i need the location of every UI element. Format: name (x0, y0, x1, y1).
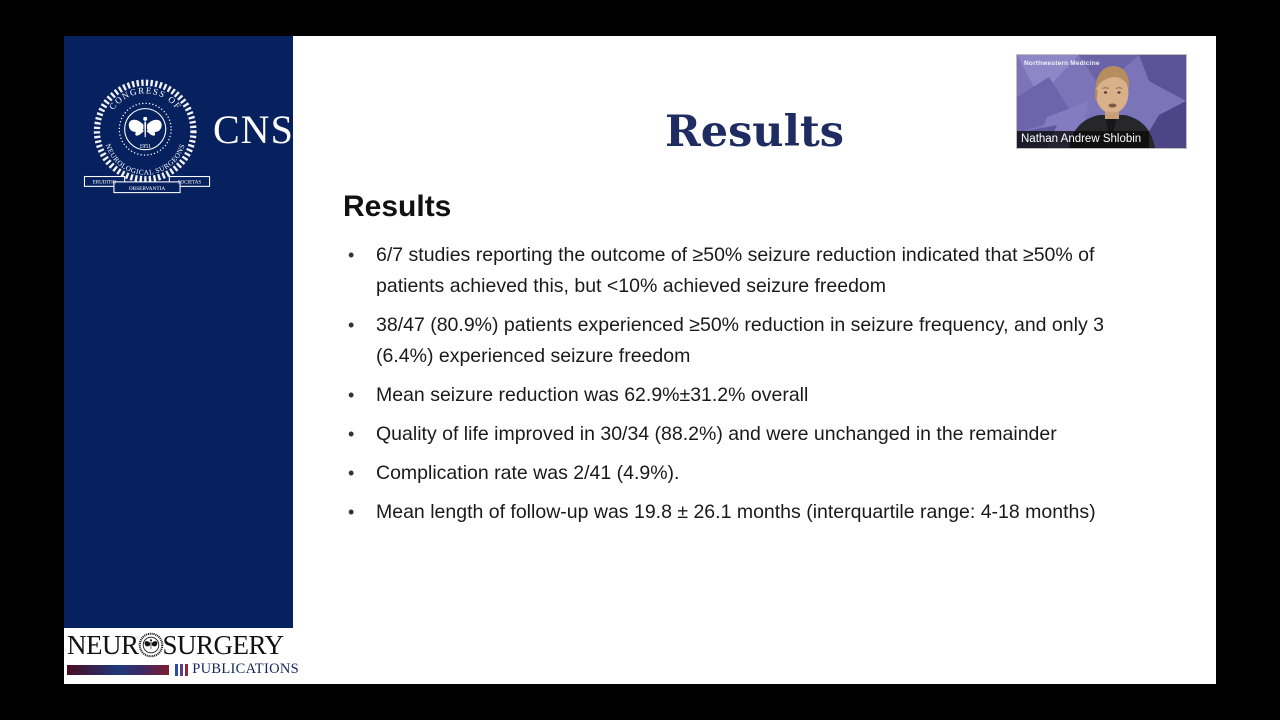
motto-center-text: OBSERVANTIA (129, 186, 166, 192)
seal-dotted-ring (118, 102, 172, 156)
bullet-item: 6/7 studies reporting the outcome of ≥50… (345, 240, 1163, 302)
results-bullet-list: 6/7 studies reporting the outcome of ≥50… (345, 240, 1163, 536)
motto-left-text: ERUDITIO (93, 181, 117, 186)
butterfly-icon (128, 116, 162, 138)
seal-arc-top-text: CONGRESS OF (107, 85, 182, 111)
gradient-bar (67, 664, 170, 675)
publications-bars-icon (175, 663, 189, 676)
motto-right-text: SOCIETAS (178, 181, 202, 186)
wordmark-surgery: SURGERY (162, 629, 285, 660)
bullet-item: 38/47 (80.9%) patients experienced ≥50% … (345, 310, 1163, 372)
motto-banner: ERUDITIO SOCIETAS OBSERVANTIA (83, 175, 211, 194)
publications-row: PUBLICATIONS (67, 661, 299, 678)
publications-label: PUBLICATIONS (192, 661, 299, 678)
bullet-item: Complication rate was 2/41 (4.9%). (345, 458, 1163, 489)
seal-inner-ring (124, 108, 167, 151)
bullet-item: Mean length of follow-up was 19.8 ± 26.1… (345, 497, 1163, 528)
content-heading: Results (343, 190, 452, 223)
cns-acronym: CNS (213, 107, 294, 152)
seal-year: 1951 (139, 144, 151, 150)
bullet-item: Quality of life improved in 30/34 (88.2%… (345, 419, 1163, 450)
northwestern-medicine-watermark: Northwestern Medicine (1024, 60, 1100, 67)
cns-seal-icon: CONGRESS OF NEUROLOGICAL SURGEONS 1 (83, 79, 211, 194)
laurel-wreath-icon (93, 79, 197, 183)
bullet-item: Mean seizure reduction was 62.9%±31.2% o… (345, 380, 1163, 411)
presentation-slide: CONGRESS OF NEUROLOGICAL SURGEONS 1 (64, 36, 1216, 684)
speaker-hair (1095, 66, 1130, 91)
neurosurgery-wordmark: NEUR SURGERY (67, 629, 284, 661)
cns-sidebar: CONGRESS OF NEUROLOGICAL SURGEONS 1 (64, 36, 293, 628)
speaker-face (1095, 72, 1129, 114)
wordmark-neur: NEUR (67, 629, 139, 660)
speaker-webcam-video: Northwestern Medicine Nathan Andrew Shlo… (1017, 55, 1186, 148)
svg-text:CONGRESS OF: CONGRESS OF (107, 85, 183, 111)
watermark-text: Northwestern Medicine (1024, 60, 1100, 67)
slide-title: Results (665, 107, 844, 157)
neurosurgery-publications-logo: NEUR SURGERY PUBLI (64, 628, 299, 684)
speaker-name-tag: Nathan Andrew Shlobin (1017, 131, 1150, 148)
neurosurgery-seal-icon (138, 632, 163, 658)
